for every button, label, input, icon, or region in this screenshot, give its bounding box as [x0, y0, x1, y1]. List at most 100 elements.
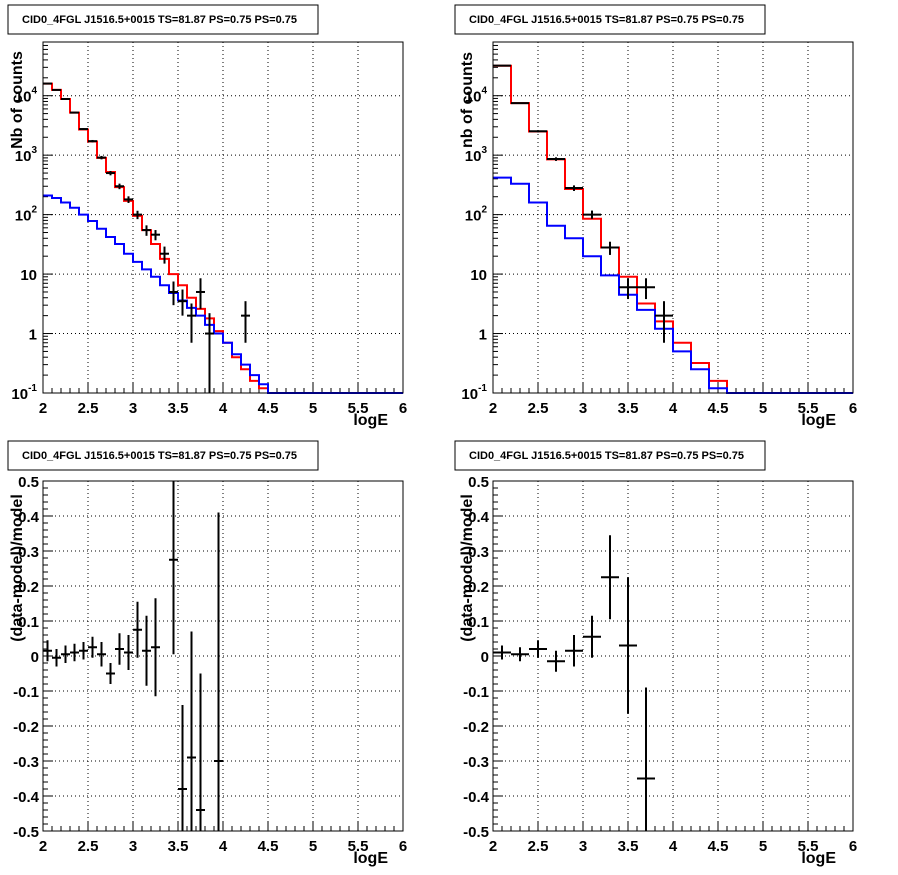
- x-tick-label: 3: [129, 400, 137, 417]
- x-tick-label: 6: [849, 400, 857, 417]
- y-tick-label: 103: [465, 145, 488, 165]
- data-point: [241, 301, 250, 343]
- x-tick-label: 3.5: [168, 838, 189, 855]
- y-tick-label: 0.1: [18, 614, 39, 631]
- y-tick-label: 0.4: [18, 509, 40, 526]
- chart-title: CID0_4FGL J1516.5+0015 TS=81.87 PS=0.75 …: [469, 450, 744, 462]
- x-tick-label: 4.5: [258, 400, 279, 417]
- data-point: [583, 615, 601, 658]
- data-point: [97, 642, 106, 667]
- data-point: [493, 645, 511, 660]
- data-point: [565, 185, 583, 191]
- x-axis-title: logE: [801, 412, 836, 429]
- x-tick-label: 6: [399, 838, 407, 855]
- x-tick-label: 5.5: [348, 838, 369, 855]
- x-tick-label: 5.5: [348, 400, 369, 417]
- data-point: [547, 650, 565, 672]
- chart-title: CID0_4FGL J1516.5+0015 TS=81.87 PS=0.75 …: [469, 14, 744, 26]
- data-point: [43, 640, 52, 662]
- data-point: [178, 289, 187, 316]
- data-point: [142, 225, 151, 236]
- data-point: [511, 102, 529, 105]
- x-tick-label: 2: [489, 838, 497, 855]
- data-point: [619, 278, 637, 300]
- data-point: [178, 705, 187, 831]
- data-point: [79, 642, 88, 660]
- data-point: [196, 673, 205, 831]
- y-tick-label: 10-1: [461, 383, 487, 403]
- data-point: [187, 303, 196, 343]
- data-point: [52, 88, 61, 91]
- data-point: [196, 278, 205, 309]
- data-point: [655, 301, 673, 343]
- x-tick-label: 4.5: [258, 838, 279, 855]
- y-tick-label: 104: [465, 86, 488, 106]
- data-point: [124, 196, 133, 203]
- y-tick-label: 0.1: [468, 614, 489, 631]
- x-tick-label: 5: [309, 838, 317, 855]
- data-point: [88, 636, 97, 658]
- data-point: [52, 649, 61, 667]
- data-point: [511, 647, 529, 662]
- y-tick-label: -0.5: [463, 824, 489, 841]
- data-point: [79, 128, 88, 131]
- top-left-counts-panel: CID0_4FGL J1516.5+0015 TS=81.87 PS=0.75 …: [7, 4, 407, 429]
- y-tick-label: -0.5: [13, 824, 39, 841]
- y-tick-label: 10: [470, 267, 487, 284]
- x-tick-label: 5.5: [798, 400, 819, 417]
- data-point: [115, 633, 124, 665]
- x-tick-label: 3: [129, 838, 137, 855]
- plot-frame: [42, 41, 404, 394]
- y-tick-label: 0.5: [468, 474, 489, 491]
- chart-title: CID0_4FGL J1516.5+0015 TS=81.87 PS=0.75 …: [22, 450, 297, 462]
- y-tick-label: 102: [15, 205, 38, 225]
- chart-title-box: [454, 4, 766, 35]
- x-tick-label: 2.5: [78, 838, 99, 855]
- x-tick-label: 5: [759, 400, 767, 417]
- x-tick-label: 4.5: [708, 838, 729, 855]
- x-tick-label: 4: [219, 838, 228, 855]
- data-point: [565, 635, 583, 667]
- y-tick-label: 103: [15, 145, 38, 165]
- x-tick-label: 2: [489, 400, 497, 417]
- x-tick-label: 2.5: [528, 838, 549, 855]
- y-tick-label: 0.2: [468, 579, 489, 596]
- y-tick-label: 0.3: [18, 544, 39, 561]
- y-tick-label: 102: [465, 205, 488, 225]
- data-point: [106, 663, 115, 684]
- data-point: [115, 183, 124, 190]
- y-tick-label: 10-1: [11, 383, 37, 403]
- data-point: [493, 64, 511, 67]
- plot-frame: [42, 480, 404, 832]
- data-point: [619, 577, 637, 714]
- x-tick-label: 2: [39, 400, 47, 417]
- top-right-counts-panel: CID0_4FGL J1516.5+0015 TS=81.87 PS=0.75 …: [454, 4, 857, 429]
- data-point: [88, 139, 97, 143]
- data-point: [547, 157, 565, 161]
- x-tick-label: 2.5: [528, 400, 549, 417]
- y-tick-label: 0.2: [18, 579, 39, 596]
- x-tick-label: 6: [849, 838, 857, 855]
- y-tick-label: 0: [481, 649, 489, 666]
- x-tick-label: 3: [579, 838, 587, 855]
- x-tick-label: 4: [669, 400, 678, 417]
- y-tick-label: 10: [20, 267, 37, 284]
- x-axis-title: logE: [801, 850, 836, 867]
- y-axis-title: Nb of counts: [9, 51, 26, 149]
- chart-title-box: [7, 440, 319, 471]
- y-tick-label: -0.1: [463, 684, 489, 701]
- data-point: [70, 111, 79, 114]
- y-tick-label: 0.5: [18, 474, 39, 491]
- x-tick-label: 4: [219, 400, 228, 417]
- y-tick-label: 1: [29, 327, 37, 344]
- data-point: [97, 155, 106, 160]
- data-point: [61, 645, 70, 663]
- bottom-left-residual-panel: CID0_4FGL J1516.5+0015 TS=81.87 PS=0.75 …: [7, 440, 407, 867]
- chart-title-box: [7, 4, 319, 35]
- data-point: [214, 512, 223, 831]
- y-tick-label: -0.4: [463, 789, 490, 806]
- x-tick-label: 4: [669, 838, 678, 855]
- data-point: [601, 241, 619, 255]
- y-tick-label: 0.3: [468, 544, 489, 561]
- x-tick-label: 2: [39, 838, 47, 855]
